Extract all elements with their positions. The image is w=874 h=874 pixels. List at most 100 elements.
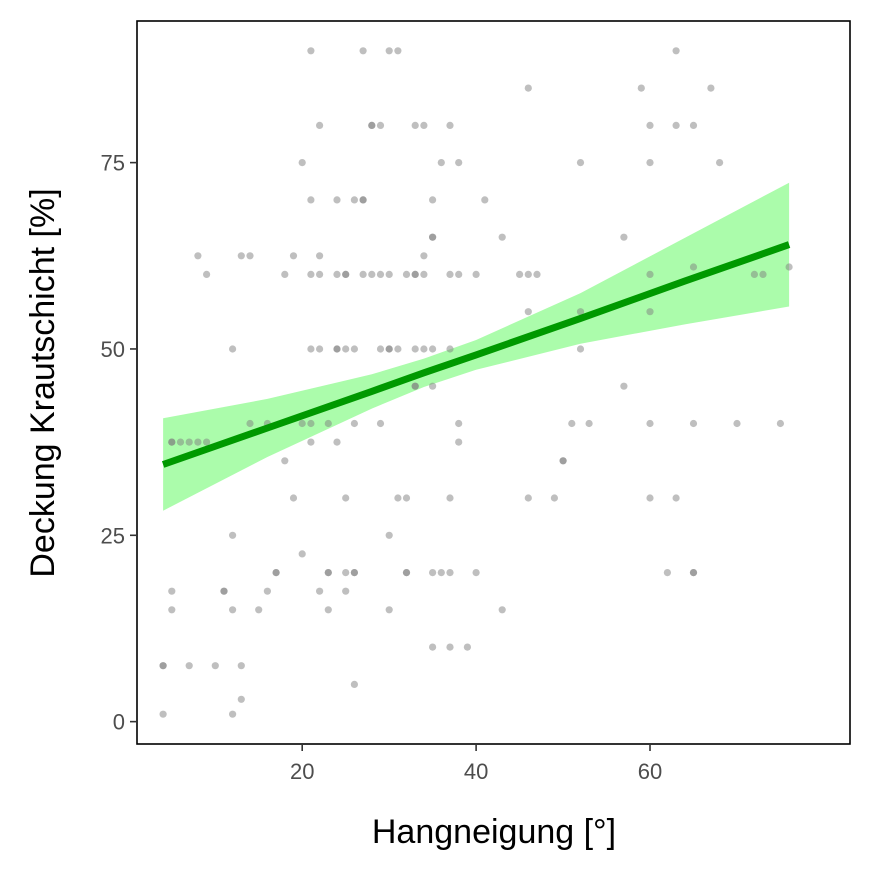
data-point <box>411 270 419 278</box>
data-point <box>646 419 654 428</box>
fit-line-layer <box>161 241 791 468</box>
data-point <box>429 233 437 241</box>
data-point <box>524 84 532 92</box>
confidence-band <box>163 182 790 511</box>
data-point <box>376 419 385 428</box>
data-point <box>420 270 428 278</box>
data-point <box>420 252 428 260</box>
data-point <box>298 159 306 167</box>
data-point <box>576 345 585 353</box>
data-point <box>342 569 350 577</box>
data-point <box>672 494 680 502</box>
data-point <box>402 270 411 278</box>
data-point <box>411 382 419 390</box>
data-point <box>646 159 654 167</box>
data-point <box>324 419 332 428</box>
data-point <box>689 263 698 271</box>
data-point <box>342 345 350 353</box>
data-point <box>429 569 437 577</box>
data-point <box>446 345 454 353</box>
data-point <box>776 419 785 428</box>
data-point <box>411 121 419 129</box>
data-point <box>229 531 237 539</box>
data-point <box>168 587 176 595</box>
data-point <box>307 438 315 446</box>
data-point <box>402 494 411 502</box>
data-point <box>385 270 393 278</box>
data-point <box>385 606 393 614</box>
data-point <box>394 494 402 502</box>
x-tick-label: 40 <box>464 759 488 784</box>
data-point <box>368 121 376 129</box>
data-point <box>689 569 698 577</box>
data-point <box>194 438 202 446</box>
data-point <box>376 345 385 353</box>
data-point <box>402 569 411 577</box>
data-point <box>342 494 350 502</box>
data-point <box>429 382 437 390</box>
data-point <box>707 84 715 92</box>
y-axis-title: Deckung Krautschicht [%] <box>24 188 62 577</box>
data-point <box>646 308 654 316</box>
regression-line <box>161 241 791 468</box>
data-point <box>672 47 680 55</box>
data-point <box>637 84 645 92</box>
data-point <box>368 270 376 278</box>
data-point <box>481 196 489 204</box>
data-point <box>350 345 358 353</box>
data-point <box>646 121 654 129</box>
data-point <box>289 252 298 260</box>
data-point <box>281 457 289 465</box>
x-tick-label: 20 <box>290 759 314 784</box>
data-point <box>220 587 228 595</box>
data-point <box>229 345 237 353</box>
data-point <box>333 345 341 353</box>
data-point <box>307 270 315 278</box>
data-point <box>446 643 454 651</box>
data-point <box>229 710 237 718</box>
data-point <box>185 438 193 446</box>
data-point <box>446 270 454 278</box>
data-point <box>446 494 454 502</box>
data-point <box>324 606 332 614</box>
data-point <box>646 270 654 278</box>
data-point <box>185 662 193 670</box>
data-point <box>429 196 437 204</box>
data-point <box>498 233 506 241</box>
data-point <box>455 159 463 167</box>
data-point <box>307 345 315 353</box>
data-point <box>785 263 793 271</box>
data-point <box>159 662 167 670</box>
data-point <box>307 47 315 55</box>
data-point <box>620 382 628 390</box>
data-point <box>159 710 167 718</box>
data-point <box>455 419 463 428</box>
data-point <box>689 419 698 428</box>
data-point <box>646 494 654 502</box>
data-point <box>281 270 289 278</box>
data-point <box>524 494 532 502</box>
data-point <box>316 345 324 353</box>
data-point <box>620 233 628 241</box>
data-point <box>342 270 350 278</box>
y-tick-label: 0 <box>113 710 125 735</box>
data-point <box>298 419 306 428</box>
data-point <box>316 587 324 595</box>
data-point <box>237 662 245 670</box>
data-point <box>463 643 471 651</box>
y-tick-label: 25 <box>101 523 125 548</box>
data-point <box>429 643 437 651</box>
data-point <box>524 270 532 278</box>
data-point <box>246 419 254 428</box>
data-point <box>324 569 332 577</box>
data-point <box>350 196 358 204</box>
data-point <box>472 270 480 278</box>
data-point <box>237 252 245 260</box>
data-point <box>307 419 315 428</box>
data-point <box>585 419 593 428</box>
data-point <box>576 308 585 316</box>
data-point <box>672 121 680 129</box>
plot-panel-border <box>136 20 851 745</box>
data-point <box>750 270 759 278</box>
data-point <box>568 419 576 428</box>
